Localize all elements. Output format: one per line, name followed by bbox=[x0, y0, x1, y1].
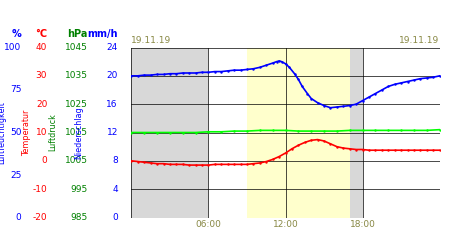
Text: 985: 985 bbox=[71, 213, 88, 222]
Text: 8: 8 bbox=[112, 156, 118, 165]
Text: 995: 995 bbox=[71, 185, 88, 194]
Text: 20: 20 bbox=[107, 71, 118, 80]
Text: 75: 75 bbox=[10, 86, 22, 94]
Bar bbox=[285, 48, 363, 217]
Text: mm/h: mm/h bbox=[87, 29, 118, 39]
Text: 1025: 1025 bbox=[65, 100, 88, 109]
Text: hPa: hPa bbox=[68, 29, 88, 39]
Text: 0: 0 bbox=[16, 213, 22, 222]
Text: 19.11.19: 19.11.19 bbox=[131, 36, 171, 45]
Text: Luftdruck: Luftdruck bbox=[49, 114, 58, 152]
Text: -10: -10 bbox=[32, 185, 47, 194]
Text: 1045: 1045 bbox=[65, 43, 88, 52]
Text: 19.11.19: 19.11.19 bbox=[400, 36, 440, 45]
Text: 24: 24 bbox=[107, 43, 118, 52]
Text: Luftfeuchtigkeit: Luftfeuchtigkeit bbox=[0, 101, 7, 164]
Text: °C: °C bbox=[35, 29, 47, 39]
Text: Niederschlag: Niederschlag bbox=[74, 106, 83, 159]
Bar bbox=[131, 48, 208, 217]
Text: 50: 50 bbox=[10, 128, 22, 137]
Bar bbox=[247, 48, 350, 217]
Text: 100: 100 bbox=[4, 43, 22, 52]
Text: Temperatur: Temperatur bbox=[22, 109, 32, 156]
Text: 10: 10 bbox=[36, 128, 47, 137]
Text: 4: 4 bbox=[112, 185, 118, 194]
Text: 0: 0 bbox=[41, 156, 47, 165]
Text: 40: 40 bbox=[36, 43, 47, 52]
Text: 20: 20 bbox=[36, 100, 47, 109]
Text: 25: 25 bbox=[10, 170, 22, 179]
Text: 1035: 1035 bbox=[65, 71, 88, 80]
Text: -20: -20 bbox=[32, 213, 47, 222]
Text: 16: 16 bbox=[106, 100, 118, 109]
Text: 12: 12 bbox=[107, 128, 118, 137]
Text: 1015: 1015 bbox=[65, 128, 88, 137]
Text: 30: 30 bbox=[36, 71, 47, 80]
Text: %: % bbox=[12, 29, 22, 39]
Text: 0: 0 bbox=[112, 213, 118, 222]
Text: 1005: 1005 bbox=[65, 156, 88, 165]
